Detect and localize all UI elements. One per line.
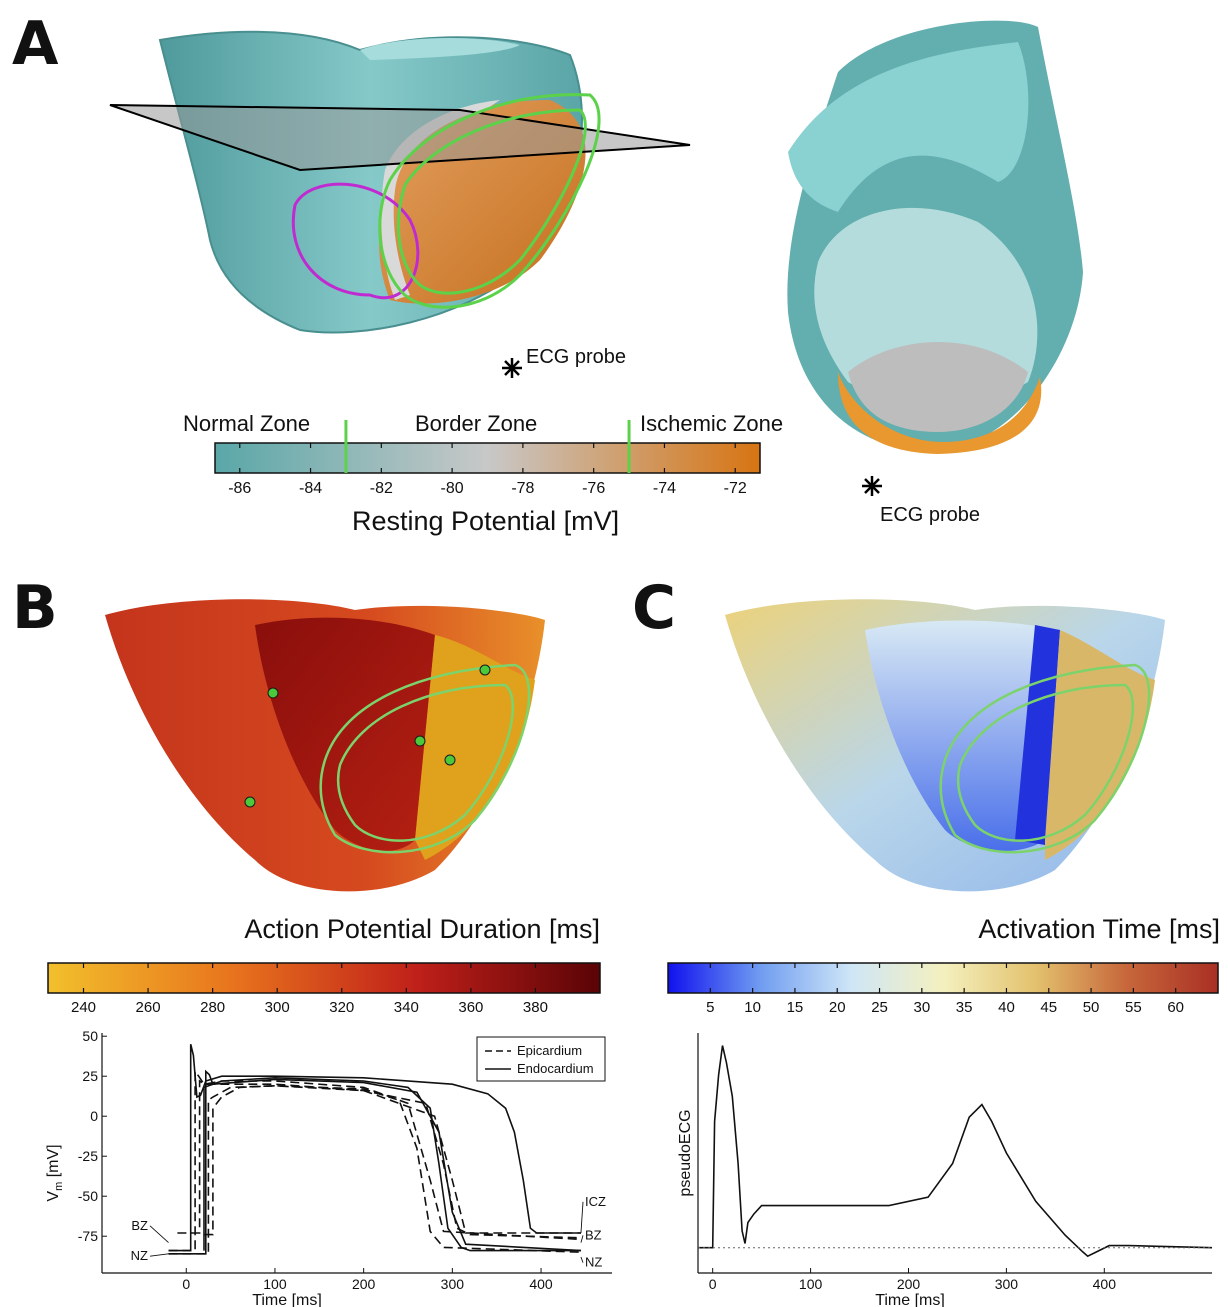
zone-label-border: Border Zone	[415, 411, 538, 436]
activation-tick-label: 20	[829, 999, 846, 1016]
pseudo-ecg-plot: 0 100 200 300 400 Time [ms] pseudoECG	[677, 1033, 1213, 1307]
heart-c-activation-render	[725, 599, 1165, 892]
y-tick-label: -50	[78, 1188, 98, 1204]
curve-annotation-leader	[580, 1201, 584, 1234]
apd-colorbar-gradient	[47, 962, 601, 994]
apd-tick-label: 280	[200, 999, 225, 1016]
panel-label-a: A	[12, 9, 59, 79]
apd-tick-label: 380	[523, 999, 548, 1016]
apd-tick-label: 260	[136, 999, 161, 1016]
probe-label-right: ECG probe	[880, 504, 981, 526]
x-tick-label: 0	[182, 1276, 190, 1292]
heart-a-right-section-render	[787, 20, 1083, 454]
activation-colorbar-gradient	[667, 962, 1219, 994]
x-axis-label: Time [ms]	[252, 1292, 322, 1307]
x-tick-label: 100	[799, 1276, 823, 1292]
resting-potential-tick-label: -72	[724, 480, 747, 497]
heart-a-left-render	[109, 30, 691, 334]
x-tick-label: 200	[897, 1276, 921, 1292]
x-tick-label: 100	[263, 1276, 287, 1292]
apd-colorbar-title: Action Potential Duration [ms]	[244, 914, 600, 944]
ap-series-epicardium-line	[168, 1069, 582, 1252]
activation-colorbar-title: Activation Time [ms]	[978, 914, 1220, 944]
x-tick-label: 400	[529, 1276, 553, 1292]
x-tick-label: 300	[441, 1276, 465, 1292]
activation-tick-label: 40	[998, 999, 1015, 1016]
curve-annotation-bz: BZ	[131, 1218, 148, 1233]
y-tick-label: -25	[78, 1148, 98, 1164]
panel-label-c: C	[632, 573, 677, 643]
resting-potential-tick-label: -78	[511, 480, 534, 497]
activation-tick-label: 55	[1125, 999, 1142, 1016]
x-tick-label: 0	[709, 1276, 717, 1292]
activation-tick-label: 10	[744, 999, 761, 1016]
legend-label-endocardium: Endocardium	[517, 1061, 594, 1076]
y-axis-label-unit: [mV]	[45, 1144, 62, 1181]
ap-series-endocardium-line	[168, 1044, 581, 1252]
activation-tick-label: 30	[914, 999, 931, 1016]
probe-marker-right	[862, 476, 882, 496]
y-axis-label: pseudoECG	[677, 1109, 694, 1196]
y-tick-label: 0	[90, 1108, 98, 1124]
panel-label-b: B	[12, 573, 58, 643]
y-axis-label: Vm [mV]	[45, 1144, 65, 1201]
curve-annotation-nz: NZ	[585, 1255, 602, 1270]
zone-label-ischemic: Ischemic Zone	[640, 411, 784, 436]
ap-series-endocardium-line	[203, 1078, 582, 1252]
y-tick-label: -75	[78, 1228, 98, 1244]
resting-potential-colorbar-title: Resting Potential [mV]	[352, 506, 620, 536]
curve-annotation-nz: NZ	[131, 1248, 148, 1263]
apd-tick-label: 240	[71, 999, 96, 1016]
activation-colorbar: 5 10 15 20 25 30 35 40 45 50 55 60	[667, 962, 1219, 1016]
activation-tick-label: 15	[787, 999, 804, 1016]
legend-label-epicardium: Epicardium	[517, 1043, 582, 1058]
resting-potential-tick-label: -86	[228, 480, 251, 497]
y-tick-label: 25	[82, 1068, 98, 1084]
activation-tick-label: 5	[706, 999, 714, 1016]
x-tick-label: 200	[352, 1276, 376, 1292]
ap-series-epicardium-line	[177, 1079, 582, 1239]
activation-tick-label: 50	[1083, 999, 1100, 1016]
x-axis-label: Time [ms]	[875, 1292, 945, 1307]
y-axis-label-main: V	[45, 1191, 62, 1202]
resting-potential-colorbar: -86 -84 -82 -80 -78 -76 -74 -72	[214, 420, 761, 497]
x-tick-label: 400	[1093, 1276, 1117, 1292]
ap-series-epicardium-line	[168, 1084, 582, 1255]
ap-series-endocardium-line	[168, 1069, 581, 1255]
curve-annotation-leader	[149, 1253, 169, 1257]
zone-label-normal: Normal Zone	[183, 411, 311, 436]
curve-annotation-leader	[149, 1225, 169, 1243]
legend-box	[476, 1036, 606, 1082]
resting-potential-tick-label: -74	[653, 480, 676, 497]
resting-potential-tick-label: -80	[441, 480, 464, 497]
activation-tick-label: 60	[1167, 999, 1184, 1016]
apd-tick-label: 320	[329, 999, 354, 1016]
apd-tick-label: 360	[458, 999, 483, 1016]
action-potential-plot: 0 100 200 300 400 50 25 0 -25 -50 -75 Time [ms] Vm […	[45, 1028, 612, 1307]
y-tick-label: 50	[82, 1028, 98, 1044]
apd-tick-label: 340	[394, 999, 419, 1016]
heart-b-apd-render	[105, 599, 545, 892]
probe-marker-left	[502, 358, 522, 378]
curve-annotation-icz: ICZ	[585, 1194, 606, 1209]
resting-potential-tick-label: -84	[299, 480, 322, 497]
curve-annotation-leader	[580, 1256, 584, 1263]
resting-potential-tick-label: -82	[370, 480, 393, 497]
y-axis-label-sub: m	[53, 1182, 65, 1191]
curve-annotation-bz: BZ	[585, 1227, 602, 1242]
curve-annotation-leader	[580, 1235, 584, 1243]
probe-label-left: ECG probe	[526, 346, 627, 368]
ap-series-epicardium-line	[204, 1084, 581, 1236]
ecg-trace-line	[698, 1045, 1213, 1258]
activation-tick-label: 25	[871, 999, 888, 1016]
resting-potential-tick-label: -76	[582, 480, 605, 497]
apd-colorbar: 240 260 280 300 320 340 360 380	[47, 962, 601, 1016]
activation-tick-label: 45	[1040, 999, 1057, 1016]
x-tick-label: 300	[995, 1276, 1019, 1292]
resting-potential-colorbar-gradient	[214, 442, 761, 474]
activation-tick-label: 35	[956, 999, 973, 1016]
apd-tick-label: 300	[265, 999, 290, 1016]
